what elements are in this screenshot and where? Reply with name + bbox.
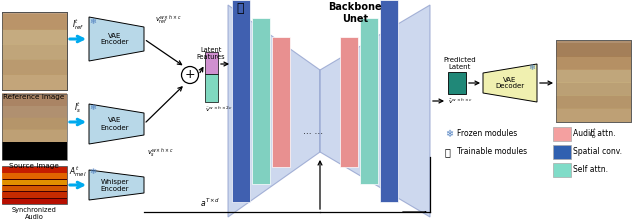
Text: 🔥: 🔥 bbox=[445, 147, 451, 157]
Bar bbox=[2, 166, 67, 204]
Bar bbox=[556, 56, 631, 70]
Text: Audio attn.: Audio attn. bbox=[573, 129, 616, 139]
Text: ❄: ❄ bbox=[529, 63, 536, 71]
Polygon shape bbox=[228, 5, 320, 217]
Text: ❄: ❄ bbox=[445, 129, 453, 139]
Bar bbox=[252, 18, 270, 184]
Bar bbox=[556, 82, 631, 96]
Text: ... ...: ... ... bbox=[303, 127, 323, 137]
Bar bbox=[2, 167, 67, 172]
Bar bbox=[556, 69, 631, 83]
Text: ❄: ❄ bbox=[90, 103, 97, 111]
Bar bbox=[2, 186, 67, 191]
Text: ❄: ❄ bbox=[90, 18, 97, 26]
Bar bbox=[556, 95, 631, 109]
Polygon shape bbox=[89, 17, 144, 61]
Bar bbox=[2, 12, 67, 90]
Bar bbox=[2, 59, 67, 75]
Bar bbox=[2, 12, 67, 90]
Text: $I_s^{t}$: $I_s^{t}$ bbox=[74, 100, 82, 115]
Bar bbox=[2, 94, 67, 142]
Polygon shape bbox=[320, 5, 430, 217]
Bar bbox=[2, 198, 67, 204]
Text: VAE
Decoder: VAE Decoder bbox=[495, 77, 525, 89]
Bar bbox=[2, 192, 67, 198]
Text: ❄: ❄ bbox=[90, 168, 97, 176]
Bar bbox=[340, 37, 358, 167]
Bar bbox=[553, 127, 571, 141]
Polygon shape bbox=[89, 104, 144, 144]
Text: $\hat{v}^{w\times h\times c}$: $\hat{v}^{w\times h\times c}$ bbox=[448, 97, 473, 106]
Bar bbox=[380, 0, 398, 202]
Bar bbox=[2, 180, 67, 185]
Bar bbox=[556, 43, 631, 57]
Bar bbox=[2, 142, 67, 160]
Text: Latent
Features: Latent Features bbox=[196, 47, 225, 60]
Bar bbox=[2, 129, 67, 142]
Bar bbox=[232, 0, 250, 202]
Text: $I_{ref}^{t}$: $I_{ref}^{t}$ bbox=[72, 17, 84, 32]
Text: $A_{mel}^{t}$: $A_{mel}^{t}$ bbox=[69, 164, 87, 179]
Text: 🔥: 🔥 bbox=[236, 2, 244, 15]
Polygon shape bbox=[483, 64, 537, 102]
Text: Source Image: Source Image bbox=[9, 163, 59, 169]
Text: Frozen modules: Frozen modules bbox=[457, 129, 517, 139]
Circle shape bbox=[182, 67, 198, 83]
Bar bbox=[2, 94, 67, 160]
Text: Predicted
Latent: Predicted Latent bbox=[444, 57, 476, 70]
Bar bbox=[205, 74, 218, 102]
Bar bbox=[2, 29, 67, 45]
Bar bbox=[2, 12, 67, 90]
Bar bbox=[448, 72, 466, 94]
Text: +: + bbox=[185, 69, 195, 81]
Text: Trainable modules: Trainable modules bbox=[457, 147, 527, 157]
Polygon shape bbox=[89, 170, 144, 200]
Text: VAE
Encoder: VAE Encoder bbox=[100, 32, 129, 46]
Text: $v_s^{w\times h\times c}$: $v_s^{w\times h\times c}$ bbox=[147, 147, 173, 160]
Bar bbox=[556, 40, 631, 122]
Text: Reference Image: Reference Image bbox=[3, 94, 65, 100]
Text: $a^{T\times d}$: $a^{T\times d}$ bbox=[200, 197, 220, 209]
Bar bbox=[556, 40, 631, 122]
Text: Backbone
Unet: Backbone Unet bbox=[328, 2, 382, 24]
Bar bbox=[272, 37, 290, 167]
Bar bbox=[556, 108, 631, 122]
Text: VAE
Encoder: VAE Encoder bbox=[100, 117, 129, 131]
Bar bbox=[205, 52, 218, 74]
Text: Synchronized
Audio: Synchronized Audio bbox=[12, 207, 56, 220]
Bar bbox=[2, 117, 67, 130]
Bar bbox=[2, 74, 67, 90]
Text: Self attn.: Self attn. bbox=[573, 165, 608, 174]
Bar bbox=[553, 163, 571, 177]
Bar bbox=[2, 173, 67, 179]
Bar bbox=[553, 145, 571, 159]
Text: $v_{ref}^{w\times h\times c}$: $v_{ref}^{w\times h\times c}$ bbox=[155, 14, 181, 27]
Text: Spatial conv.: Spatial conv. bbox=[573, 147, 622, 157]
Bar bbox=[2, 105, 67, 118]
Text: Whisper
Encoder: Whisper Encoder bbox=[100, 178, 129, 192]
Text: $I_o^{t}$: $I_o^{t}$ bbox=[589, 126, 597, 141]
Bar bbox=[2, 14, 67, 30]
Text: $\tilde{v}^{w\times h\times 2c}$: $\tilde{v}^{w\times h\times 2c}$ bbox=[205, 105, 233, 114]
Bar bbox=[360, 18, 378, 184]
Bar bbox=[2, 44, 67, 60]
Bar bbox=[2, 93, 67, 106]
